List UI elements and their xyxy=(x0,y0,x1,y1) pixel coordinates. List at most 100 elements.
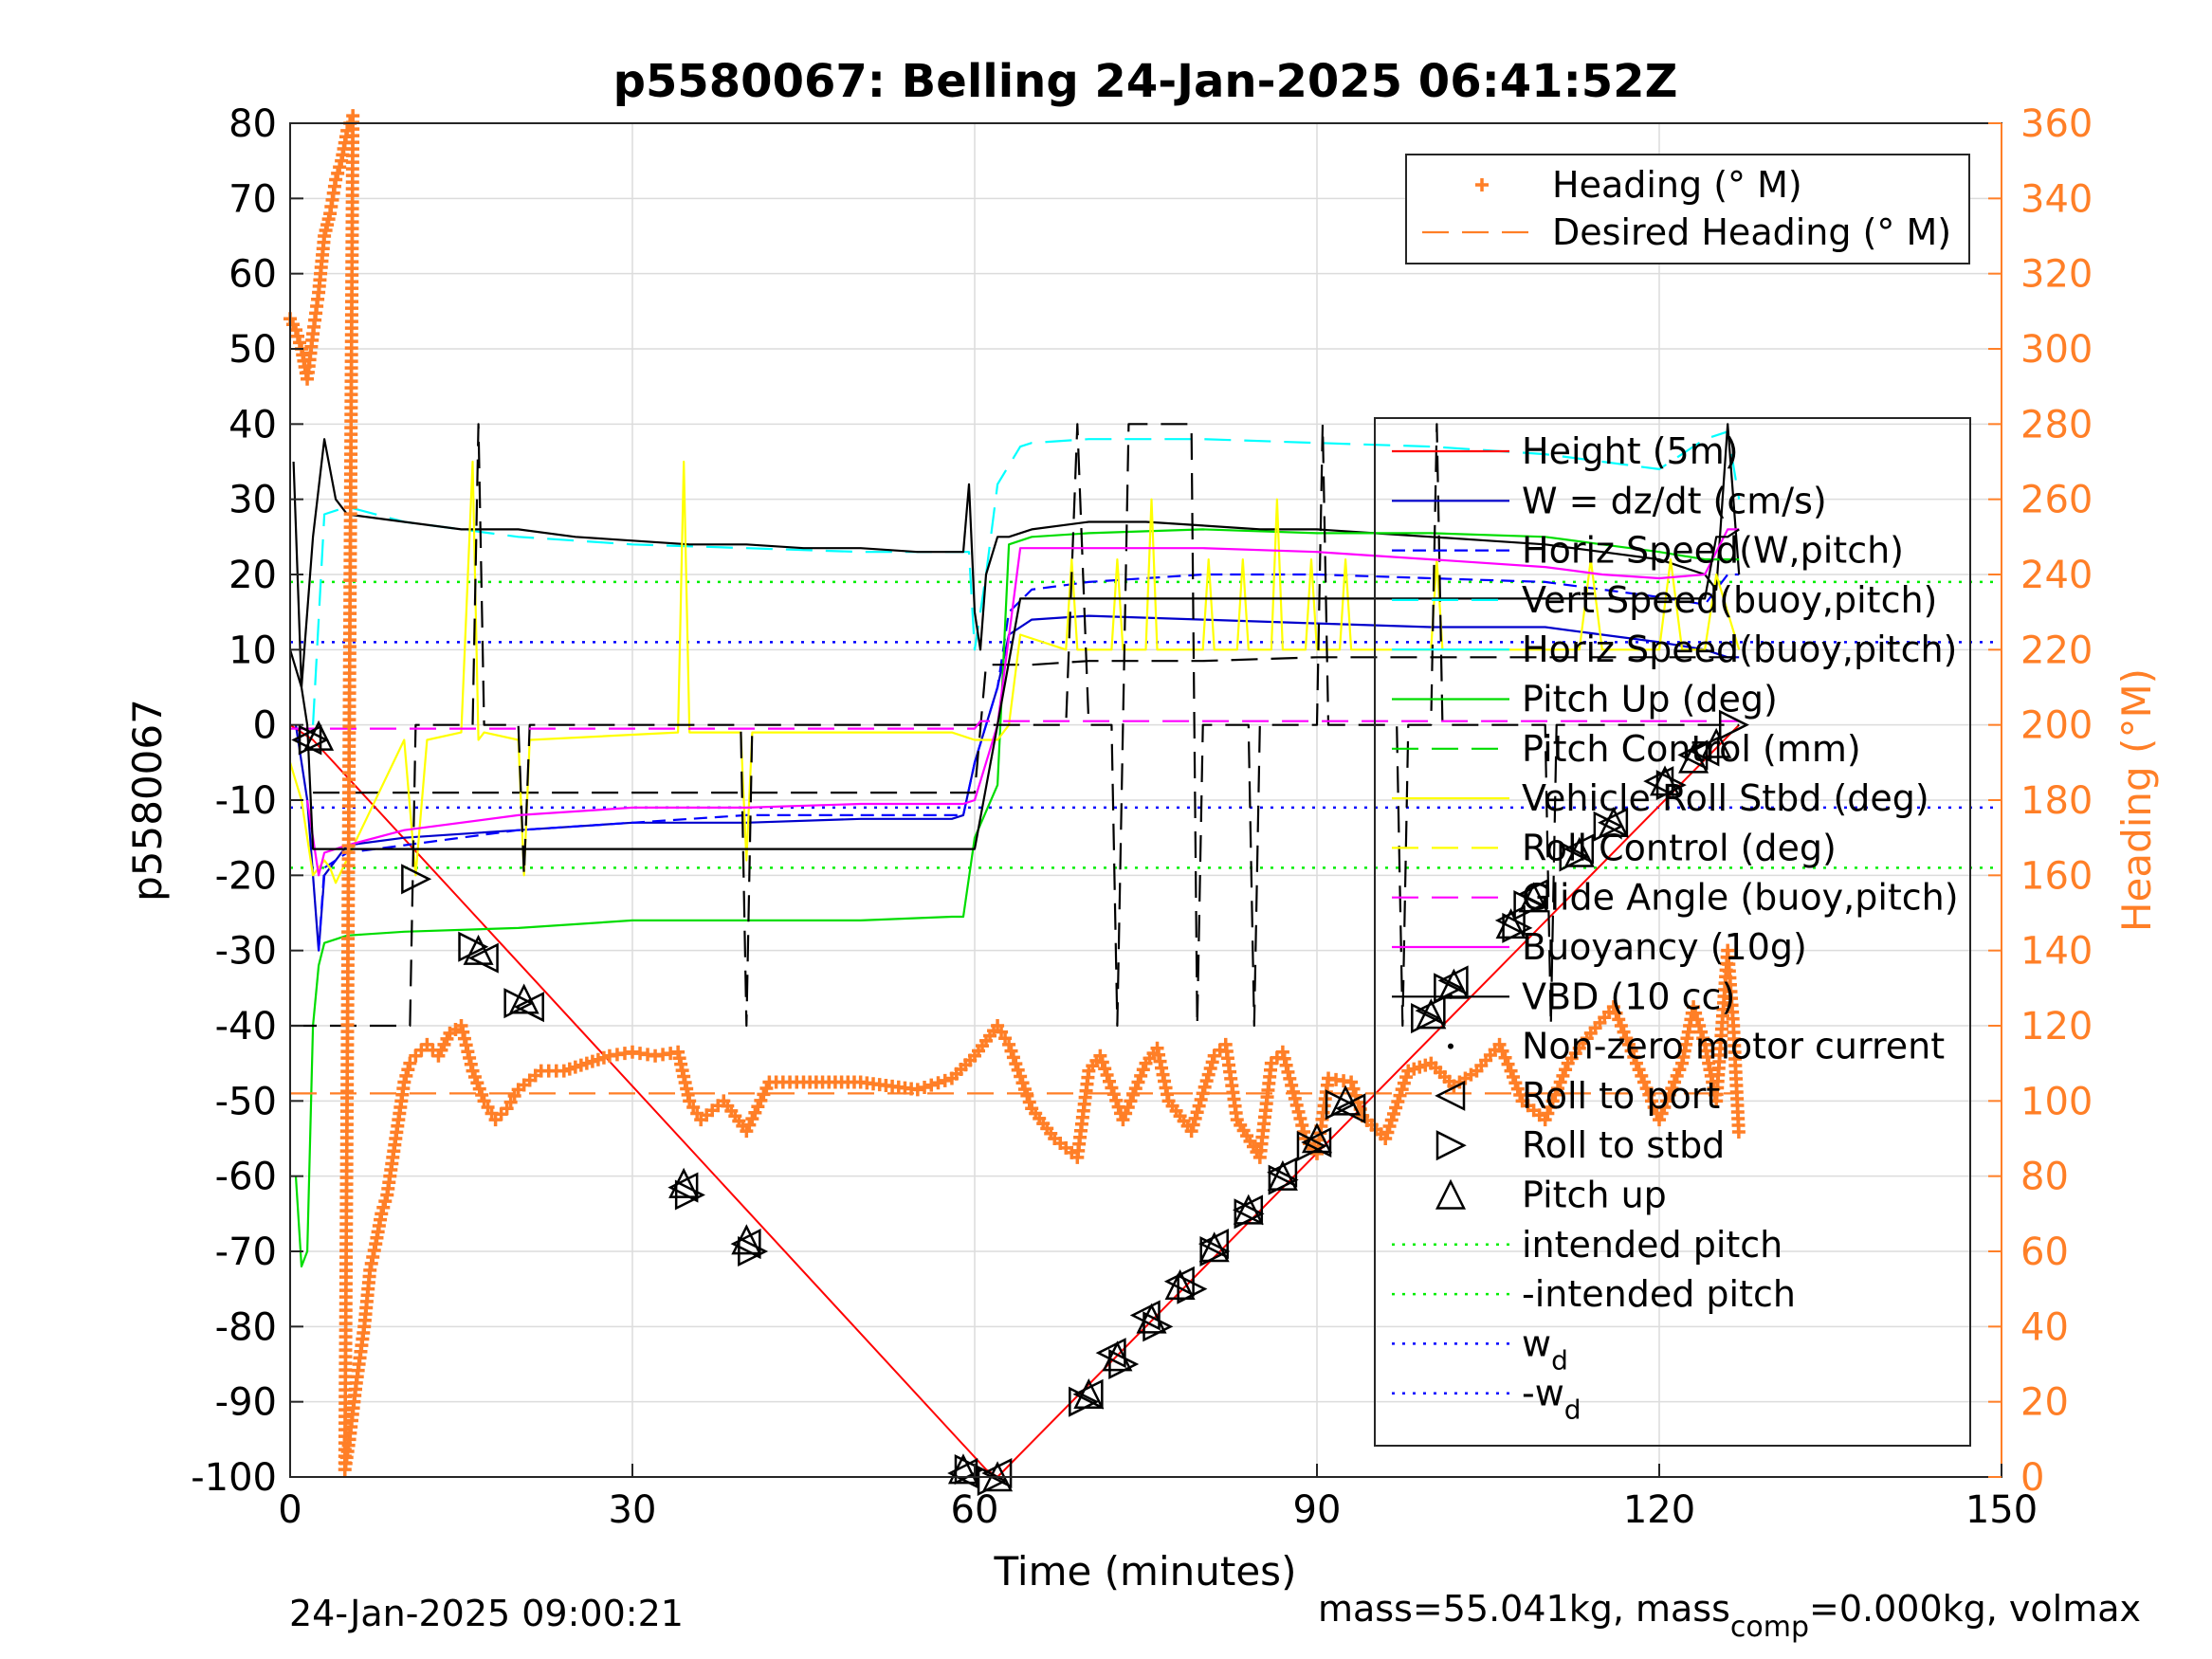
legend-heading-box xyxy=(1405,154,1970,264)
heading-point xyxy=(1614,1019,1628,1032)
y2-tick-label: 140 xyxy=(2020,930,2093,974)
legend-main-label: Vert Speed(buoy,pitch) xyxy=(1522,579,1937,621)
pitch-up-marker xyxy=(1267,1159,1298,1191)
heading-point xyxy=(1095,1055,1109,1069)
tick-layer: 0 30 60 90 120 150-100-90-80-70-60-50-40-30-2… xyxy=(191,102,2093,1532)
heading-point xyxy=(1190,1105,1204,1120)
heading-point xyxy=(1346,1082,1361,1096)
marker-layer xyxy=(291,709,1750,1496)
heading-point xyxy=(1197,1080,1212,1094)
y2-tick-label: 220 xyxy=(2020,629,2093,672)
heading-point xyxy=(1612,1012,1626,1027)
legend-subscript: d xyxy=(1551,1344,1568,1376)
legend-main-label: Non-zero motor current xyxy=(1522,1026,1945,1067)
heading-point xyxy=(1093,1048,1107,1063)
legend-main-label-text: Buoyancy (10g) xyxy=(1522,926,1807,968)
legend-main-label: Horiz Speed(W,pitch) xyxy=(1522,530,1904,572)
heading-point xyxy=(1102,1074,1116,1088)
heading-point xyxy=(1692,1019,1707,1032)
footer-timestamp: 24-Jan-2025 09:00:21 xyxy=(289,1593,684,1634)
roll-to-stbd-marker xyxy=(1199,1235,1231,1267)
legend-main-label-text: Horiz Speed(buoy,pitch) xyxy=(1522,629,1957,670)
heading-point xyxy=(1384,1113,1398,1127)
heading-point xyxy=(910,1083,924,1097)
legend-top-label: Heading (° M) xyxy=(1552,164,1802,206)
legend-main-label-text: Glide Angle (buoy,pitch) xyxy=(1522,877,1959,919)
legend-main-label-text: Non-zero motor current xyxy=(1522,1026,1945,1067)
legend-main-label: Pitch Up (deg) xyxy=(1522,679,1778,720)
legend-main-label-text: -w xyxy=(1522,1373,1564,1414)
heading-point xyxy=(1399,1070,1414,1085)
heading-point xyxy=(1731,1125,1746,1139)
heading-point xyxy=(1119,1106,1133,1121)
series-pitch xyxy=(294,528,1740,1268)
chart-title: p5580067: Belling 24-Jan-2025 06:41:52Z xyxy=(613,55,1678,108)
pitch-up-marker xyxy=(463,934,494,965)
roll-to-port-marker xyxy=(1415,995,1446,1027)
heading-point xyxy=(1015,1076,1030,1090)
roll-to-port-marker xyxy=(1095,1338,1126,1369)
heading-point xyxy=(1109,1093,1124,1107)
legend-main-box xyxy=(1374,417,1971,1447)
pitch-up-marker xyxy=(1233,1194,1264,1225)
y2-tick-label: 100 xyxy=(2020,1080,2093,1123)
y-tick-label: 20 xyxy=(229,554,277,597)
heading-point xyxy=(1644,1094,1658,1108)
heading-point xyxy=(1285,1078,1299,1092)
heading-point xyxy=(1186,1118,1200,1132)
heading-point xyxy=(289,323,303,337)
y-tick-label: 50 xyxy=(229,328,277,372)
y2-tick-label: 60 xyxy=(2020,1231,2069,1274)
heading-point xyxy=(403,1056,417,1070)
heading-point xyxy=(1201,1067,1216,1082)
heading-point xyxy=(1184,1124,1198,1139)
pitch-up-marker xyxy=(1649,765,1681,796)
y-tick-label: 0 xyxy=(253,704,277,748)
heading-point xyxy=(1635,1068,1649,1083)
roll-to-port-marker xyxy=(1563,833,1595,865)
y2-tick-label: 300 xyxy=(2020,328,2093,372)
legend-triangle-icon xyxy=(1435,1080,1466,1111)
footer-mass: mass=55.041kg, masscomp=0.000kg, volmax xyxy=(1318,1588,2141,1644)
y2-tick-label: 280 xyxy=(2020,403,2093,447)
x-tick-label: 150 xyxy=(1965,1488,2038,1532)
heading-point xyxy=(1632,1063,1646,1077)
pitch-up-marker xyxy=(1598,807,1629,838)
y-tick-label: -100 xyxy=(191,1456,277,1500)
heading-point xyxy=(924,1078,939,1092)
legend-main-label-text: Pitch up xyxy=(1522,1175,1667,1216)
heading-point xyxy=(1100,1067,1114,1082)
heading-point xyxy=(1136,1063,1150,1077)
heading-point xyxy=(331,166,345,180)
heading-point xyxy=(1545,1094,1560,1108)
legend-motor-dot-icon xyxy=(1448,1043,1453,1049)
y2-tick-label: 160 xyxy=(2020,854,2093,898)
heading-point xyxy=(938,1073,952,1087)
y-tick-label: 80 xyxy=(229,102,277,146)
heading-point xyxy=(1548,1087,1563,1102)
heading-point xyxy=(1124,1094,1138,1108)
legend-main-label-text: -intended pitch xyxy=(1522,1273,1796,1315)
heading-point xyxy=(1670,1068,1684,1083)
heading-point xyxy=(376,1200,391,1214)
roll-to-stbd-marker xyxy=(738,1235,769,1267)
heading-point xyxy=(1022,1095,1036,1109)
heading-point xyxy=(931,1076,945,1090)
heading-point xyxy=(1295,1118,1309,1132)
y2-tick-label: 120 xyxy=(2020,1005,2093,1048)
heading-point xyxy=(1380,1125,1395,1139)
y2-tick-label: 200 xyxy=(2020,704,2093,748)
heading-point xyxy=(1619,1031,1634,1046)
pitch-up-marker xyxy=(1073,1377,1105,1409)
heading-point xyxy=(1660,1094,1674,1108)
heading-point xyxy=(1014,1069,1028,1084)
heading-point xyxy=(1556,1068,1570,1083)
heading-point xyxy=(1544,1100,1558,1114)
heading-point xyxy=(1002,1037,1016,1051)
heading-point xyxy=(1131,1075,1145,1089)
heading-point xyxy=(1277,1051,1291,1066)
roll-to-port-marker xyxy=(981,1458,1013,1489)
heading-point xyxy=(1653,1113,1666,1127)
legend-main-label-text: Roll Control (deg) xyxy=(1522,827,1837,868)
heading-point xyxy=(1629,1056,1643,1070)
